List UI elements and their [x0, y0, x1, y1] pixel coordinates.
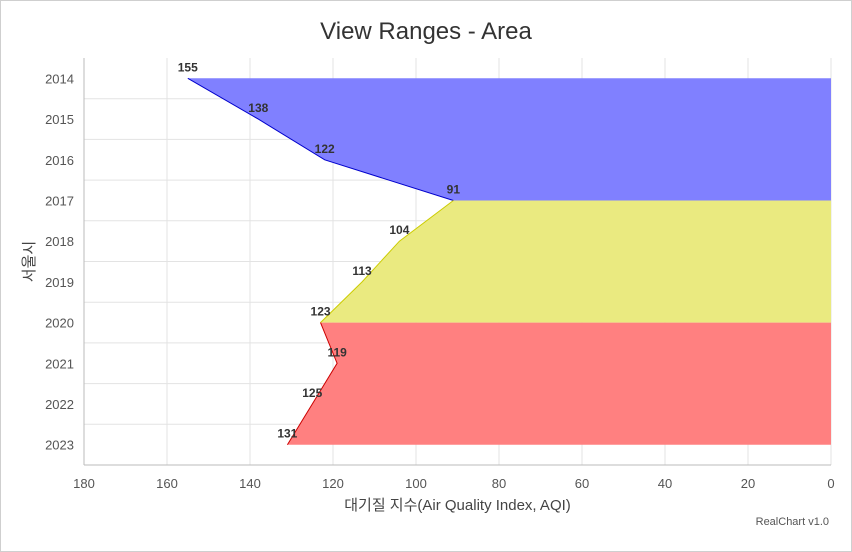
- y-tick-label: 2015: [45, 112, 74, 127]
- data-label: 125: [302, 386, 322, 400]
- x-tick-label: 140: [239, 476, 261, 491]
- y-tick-label: 2017: [45, 193, 74, 208]
- y-tick-label: 2019: [45, 275, 74, 290]
- y-tick-label: 2018: [45, 234, 74, 249]
- x-tick-label: 20: [741, 476, 755, 491]
- x-tick-label: 160: [156, 476, 178, 491]
- credit-label: RealChart v1.0: [755, 516, 829, 528]
- x-axis-title: 대기질 지수(Air Quality Index, AQI): [344, 497, 571, 514]
- area-line-3: [286, 322, 338, 445]
- data-label: 155: [178, 60, 198, 74]
- y-tick-label: 2022: [45, 397, 74, 412]
- data-label: 138: [248, 101, 268, 115]
- chart-title: View Ranges - Area: [320, 18, 532, 45]
- data-label: 113: [352, 264, 372, 278]
- x-tick-label: 60: [575, 476, 589, 491]
- data-label: 104: [389, 223, 409, 237]
- area-segment-3: [287, 322, 831, 445]
- y-tick-label: 2023: [45, 438, 74, 453]
- area-line-2: [320, 200, 454, 323]
- area-segment-1: [187, 78, 832, 201]
- x-tick-label: 80: [492, 476, 506, 491]
- data-label: 131: [277, 427, 297, 441]
- y-tick-label: 2014: [45, 71, 74, 86]
- data-label: 122: [315, 142, 335, 156]
- x-tick-label: 0: [827, 476, 834, 491]
- x-tick-label: 120: [322, 476, 344, 491]
- data-label: 119: [327, 345, 347, 359]
- x-tick-label: 180: [73, 476, 95, 491]
- area-segment-2: [320, 200, 831, 323]
- area-line-1: [187, 77, 454, 201]
- data-label: 123: [311, 305, 331, 319]
- data-label: 91: [447, 182, 461, 196]
- y-tick-label: 2020: [45, 316, 74, 331]
- x-tick-label: 100: [405, 476, 427, 491]
- y-tick-label: 2016: [45, 153, 74, 168]
- y-tick-label: 2021: [45, 356, 74, 371]
- y-axis-title: 서울시: [21, 241, 38, 282]
- x-tick-label: 40: [658, 476, 672, 491]
